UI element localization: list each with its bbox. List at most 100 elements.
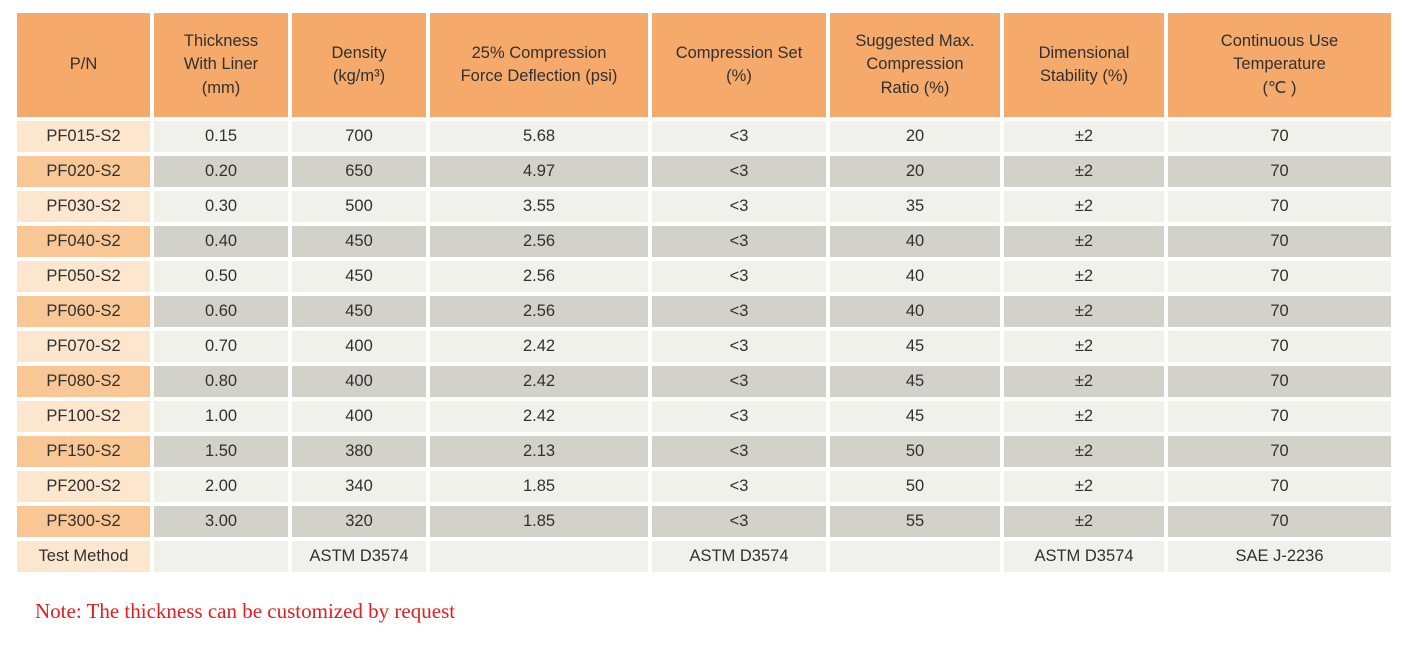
table-cell: ±2 — [1004, 436, 1164, 467]
table-cell: 2.56 — [430, 226, 648, 257]
table-row: PF040-S2 0.40 450 2.56 <3 40 ±2 70 — [17, 226, 1391, 257]
table-cell — [830, 541, 1000, 572]
table-cell: 40 — [830, 226, 1000, 257]
table-cell: 50 — [830, 436, 1000, 467]
table-cell: 20 — [830, 156, 1000, 187]
table-cell: 340 — [292, 471, 426, 502]
column-header: Density (kg/m³) — [292, 13, 426, 117]
table-cell: ASTM D3574 — [652, 541, 826, 572]
table-cell: 450 — [292, 296, 426, 327]
table-cell: 70 — [1168, 156, 1391, 187]
column-header: 25% Compression Force Deflection (psi) — [430, 13, 648, 117]
table-cell: <3 — [652, 296, 826, 327]
table-cell: 500 — [292, 191, 426, 222]
spec-table: P/N Thickness With Liner (mm) Density (kg/… — [13, 9, 1395, 576]
table-cell: 4.97 — [430, 156, 648, 187]
note-text: Note: The thickness can be customized by… — [35, 599, 456, 623]
table-cell: 45 — [830, 331, 1000, 362]
table-cell: <3 — [652, 506, 826, 537]
header-row: P/N Thickness With Liner (mm) Density (kg/… — [17, 13, 1391, 117]
pn-cell: PF070-S2 — [17, 331, 150, 362]
table-cell: 50 — [830, 471, 1000, 502]
table-cell: 0.20 — [154, 156, 288, 187]
pn-cell: PF200-S2 — [17, 471, 150, 502]
table-cell: 70 — [1168, 261, 1391, 292]
table-cell: 2.42 — [430, 366, 648, 397]
pn-cell: PF060-S2 — [17, 296, 150, 327]
table-cell: 70 — [1168, 226, 1391, 257]
table-row: PF015-S2 0.15 700 5.68 <3 20 ±2 70 — [17, 121, 1391, 152]
table-cell: 35 — [830, 191, 1000, 222]
table-cell: 40 — [830, 296, 1000, 327]
table-cell: 700 — [292, 121, 426, 152]
column-header: Thickness With Liner (mm) — [154, 13, 288, 117]
table-cell: ±2 — [1004, 296, 1164, 327]
pn-cell: Test Method — [17, 541, 150, 572]
table-cell: ±2 — [1004, 506, 1164, 537]
column-header: Suggested Max. Compression Ratio (%) — [830, 13, 1000, 117]
table-cell: <3 — [652, 261, 826, 292]
table-cell: <3 — [652, 226, 826, 257]
table-cell: ±2 — [1004, 226, 1164, 257]
table-cell: 0.40 — [154, 226, 288, 257]
table-cell: 320 — [292, 506, 426, 537]
table-cell: 55 — [830, 506, 1000, 537]
pn-cell: PF020-S2 — [17, 156, 150, 187]
table-cell: ±2 — [1004, 121, 1164, 152]
table-cell: 450 — [292, 226, 426, 257]
table-row: PF080-S2 0.80 400 2.42 <3 45 ±2 70 — [17, 366, 1391, 397]
column-header: Dimensional Stability (%) — [1004, 13, 1164, 117]
table-cell — [430, 541, 648, 572]
pn-cell: PF150-S2 — [17, 436, 150, 467]
table-cell: 2.42 — [430, 401, 648, 432]
table-cell: 70 — [1168, 401, 1391, 432]
table-cell: 70 — [1168, 296, 1391, 327]
table-cell: 70 — [1168, 506, 1391, 537]
table-cell: 400 — [292, 331, 426, 362]
table-cell: <3 — [652, 191, 826, 222]
pn-cell: PF300-S2 — [17, 506, 150, 537]
table-cell — [154, 541, 288, 572]
table-cell: ±2 — [1004, 191, 1164, 222]
table-cell: 3.55 — [430, 191, 648, 222]
column-header: Continuous Use Temperature (℃ ) — [1168, 13, 1391, 117]
table-cell: 70 — [1168, 331, 1391, 362]
table-row: PF200-S2 2.00 340 1.85 <3 50 ±2 70 — [17, 471, 1391, 502]
table-cell: 400 — [292, 366, 426, 397]
table-cell: 20 — [830, 121, 1000, 152]
table-cell: 400 — [292, 401, 426, 432]
pn-cell: PF015-S2 — [17, 121, 150, 152]
pn-cell: PF100-S2 — [17, 401, 150, 432]
table-cell: 5.68 — [430, 121, 648, 152]
table-cell: 1.50 — [154, 436, 288, 467]
pn-cell: PF030-S2 — [17, 191, 150, 222]
table-cell: ±2 — [1004, 401, 1164, 432]
table-cell: 450 — [292, 261, 426, 292]
table-cell: <3 — [652, 331, 826, 362]
table-cell: 2.56 — [430, 296, 648, 327]
table-row: PF070-S2 0.70 400 2.42 <3 45 ±2 70 — [17, 331, 1391, 362]
table-row: PF030-S2 0.30 500 3.55 <3 35 ±2 70 — [17, 191, 1391, 222]
table-row: PF020-S2 0.20 650 4.97 <3 20 ±2 70 — [17, 156, 1391, 187]
table-cell: ±2 — [1004, 156, 1164, 187]
table-row: PF050-S2 0.50 450 2.56 <3 40 ±2 70 — [17, 261, 1391, 292]
table-cell: <3 — [652, 366, 826, 397]
table-cell: <3 — [652, 436, 826, 467]
table-cell: 45 — [830, 366, 1000, 397]
table-cell: 70 — [1168, 471, 1391, 502]
table-cell: <3 — [652, 401, 826, 432]
table-cell: ±2 — [1004, 366, 1164, 397]
table-row: PF060-S2 0.60 450 2.56 <3 40 ±2 70 — [17, 296, 1391, 327]
column-header: Compression Set (%) — [652, 13, 826, 117]
table-cell: 70 — [1168, 366, 1391, 397]
table-cell: 0.30 — [154, 191, 288, 222]
table-cell: <3 — [652, 156, 826, 187]
table-cell: ASTM D3574 — [1004, 541, 1164, 572]
table-row: PF150-S2 1.50 380 2.13 <3 50 ±2 70 — [17, 436, 1391, 467]
table-cell: 1.00 — [154, 401, 288, 432]
table-row: PF100-S2 1.00 400 2.42 <3 45 ±2 70 — [17, 401, 1391, 432]
table-body: PF015-S2 0.15 700 5.68 <3 20 ±2 70 PF020-S2 0.20 6… — [17, 121, 1391, 572]
table-cell: ±2 — [1004, 331, 1164, 362]
table-cell: ±2 — [1004, 471, 1164, 502]
table-cell: SAE J-2236 — [1168, 541, 1391, 572]
